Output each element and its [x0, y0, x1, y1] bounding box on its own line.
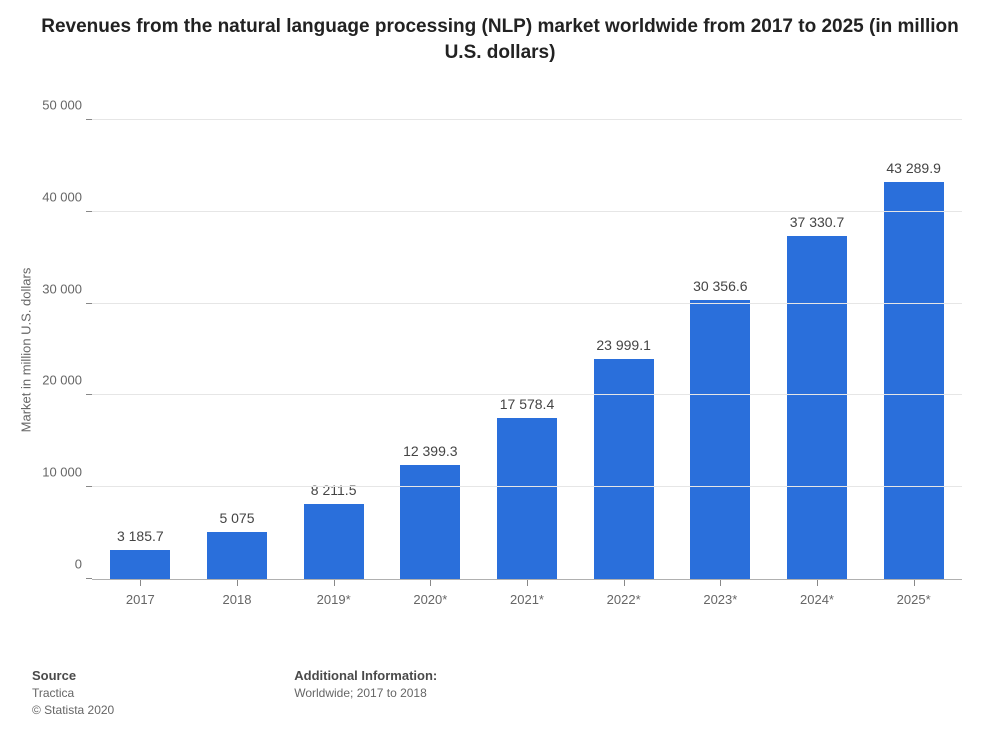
bar-value-label: 23 999.1: [596, 337, 651, 353]
x-tick-mark: [720, 580, 721, 586]
x-tick-label: 2024*: [800, 592, 834, 607]
bar: 23 999.1: [594, 359, 654, 579]
bar: 5 075: [207, 532, 267, 579]
chart-title: Revenues from the natural language proce…: [0, 0, 1000, 65]
bar-slot: 43 289.9: [884, 120, 944, 579]
y-tick-mark: [86, 119, 92, 120]
x-axis-labels: 2017 2018 2019* 2020* 2021* 2022* 2023* 2024* 20…: [92, 580, 962, 620]
bar-value-label: 12 399.3: [403, 443, 458, 459]
grid-line: [92, 394, 962, 395]
y-tick-label: 0: [75, 557, 82, 572]
x-tick-mark: [914, 580, 915, 586]
copyright-text: © Statista 2020: [32, 702, 114, 719]
x-tick-label: 2021*: [510, 592, 544, 607]
x-tick-label: 2023*: [703, 592, 737, 607]
bar: 37 330.7: [787, 236, 847, 579]
additional-text: Worldwide; 2017 to 2018: [294, 685, 437, 702]
bar-value-label: 5 075: [219, 510, 254, 526]
bar-slot: 12 399.3: [400, 120, 460, 579]
bar-slot: 3 185.7: [110, 120, 170, 579]
bar-slot: 23 999.1: [594, 120, 654, 579]
grid-line: [92, 486, 962, 487]
bar-value-label: 43 289.9: [886, 160, 941, 176]
x-tick-label: 2018: [223, 592, 252, 607]
source-name: Tractica: [32, 685, 114, 702]
bars-container: 3 185.7 5 075 8 211.5 12 399.3 17 578.4 23 99…: [92, 120, 962, 579]
y-tick-label: 20 000: [42, 373, 82, 388]
bar: 43 289.9: [884, 182, 944, 579]
plot-region: Market in million U.S. dollars 3 185.75 …: [92, 120, 962, 580]
bar-value-label: 8 211.5: [311, 482, 357, 498]
x-tick-mark: [140, 580, 141, 586]
bar-slot: 5 075: [207, 120, 267, 579]
y-tick-mark: [86, 578, 92, 579]
y-tick-mark: [86, 303, 92, 304]
bar-value-label: 3 185.7: [117, 528, 164, 544]
y-tick-mark: [86, 486, 92, 487]
x-tick-label: 2020*: [413, 592, 447, 607]
bar: 3 185.7: [110, 550, 170, 579]
footer-source-block: Source Tractica © Statista 2020: [32, 668, 114, 719]
x-tick-label: 2017: [126, 592, 155, 607]
y-tick-label: 30 000: [42, 281, 82, 296]
bar-slot: 30 356.6: [690, 120, 750, 579]
additional-heading: Additional Information:: [294, 668, 437, 683]
chart-footer: Source Tractica © Statista 2020 Addition…: [32, 668, 968, 719]
bar-value-label: 17 578.4: [500, 396, 555, 412]
y-tick-label: 40 000: [42, 189, 82, 204]
bar: 12 399.3: [400, 465, 460, 579]
grid-line: [92, 211, 962, 212]
footer-additional-block: Additional Information: Worldwide; 2017 …: [294, 668, 437, 719]
x-tick-mark: [430, 580, 431, 586]
x-tick-mark: [527, 580, 528, 586]
grid-line: [92, 303, 962, 304]
bar-slot: 37 330.7: [787, 120, 847, 579]
bar-slot: 17 578.4: [497, 120, 557, 579]
x-tick-label: 2019*: [317, 592, 351, 607]
y-tick-mark: [86, 211, 92, 212]
bar: 8 211.5: [304, 504, 364, 579]
x-tick-mark: [237, 580, 238, 586]
grid-line: [92, 119, 962, 120]
bar: 17 578.4: [497, 418, 557, 579]
source-heading: Source: [32, 668, 114, 683]
x-tick-mark: [334, 580, 335, 586]
y-axis-title: Market in million U.S. dollars: [19, 267, 34, 432]
bar-value-label: 30 356.6: [693, 278, 748, 294]
bar-value-label: 37 330.7: [790, 214, 845, 230]
bar-slot: 8 211.5: [304, 120, 364, 579]
x-tick-mark: [817, 580, 818, 586]
x-tick-mark: [624, 580, 625, 586]
y-tick-mark: [86, 394, 92, 395]
y-tick-label: 50 000: [42, 98, 82, 113]
bar: 30 356.6: [690, 300, 750, 579]
x-tick-label: 2025*: [897, 592, 931, 607]
y-tick-label: 10 000: [42, 465, 82, 480]
chart-area: Market in million U.S. dollars 3 185.75 …: [92, 120, 962, 620]
x-tick-label: 2022*: [607, 592, 641, 607]
